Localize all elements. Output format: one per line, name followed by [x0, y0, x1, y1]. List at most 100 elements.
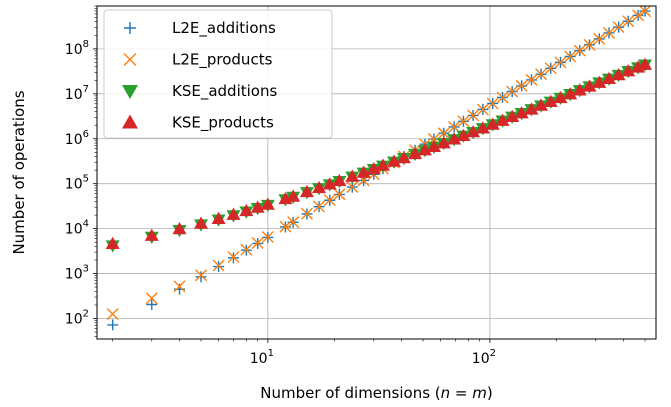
data-point — [572, 83, 587, 96]
data-point — [260, 197, 275, 210]
data-point — [212, 259, 225, 272]
x-axis-label-eq: = — [450, 384, 472, 402]
data-point — [486, 97, 499, 110]
data-point — [287, 216, 300, 229]
x-axis-label: Number of dimensions (n = m) — [260, 384, 493, 402]
data-point — [475, 121, 490, 134]
data-point — [611, 68, 626, 81]
data-point — [638, 57, 653, 70]
y-axis-label: Number of operations — [10, 90, 28, 254]
data-point — [515, 79, 528, 92]
data-point — [173, 280, 186, 293]
data-point — [554, 56, 567, 69]
data-point — [345, 169, 360, 182]
data-point — [466, 125, 481, 138]
data-point — [583, 38, 596, 51]
data-point — [106, 308, 119, 320]
data-point — [194, 216, 209, 229]
data-point — [592, 75, 607, 88]
series-KSE_products — [105, 57, 653, 250]
data-point — [195, 271, 207, 283]
data-point — [195, 269, 208, 282]
axis-ticks: 101 102 102 103 104 105 106 107 108 — [65, 5, 646, 367]
data-point — [346, 180, 359, 193]
data-point — [485, 117, 500, 130]
data-point — [286, 189, 301, 202]
data-point — [251, 236, 264, 249]
data-point — [447, 132, 462, 145]
data-point — [332, 173, 347, 187]
data-point — [105, 236, 120, 250]
data-point — [396, 150, 411, 164]
data-point — [573, 44, 586, 57]
data-point — [239, 203, 254, 217]
legend-label: L2E_additions — [172, 19, 276, 38]
data-point — [603, 26, 616, 39]
data-point — [279, 220, 292, 233]
data-point — [602, 71, 617, 85]
y-tick-label: 104 — [65, 219, 89, 238]
data-point — [417, 143, 432, 156]
data-point — [524, 102, 539, 115]
x-axis-label-prefix: Number of dimensions ( — [260, 384, 440, 402]
data-point — [564, 50, 577, 63]
legend-label: L2E_products — [172, 51, 273, 70]
data-point — [437, 127, 450, 140]
data-point — [476, 103, 489, 116]
data-point — [621, 64, 636, 77]
x-axis-label-var-n: n — [441, 384, 451, 402]
data-point — [525, 73, 538, 86]
grid — [97, 6, 656, 339]
data-point — [356, 165, 371, 178]
data-point — [553, 90, 568, 104]
data-point — [408, 146, 423, 160]
y-tick-label: 103 — [65, 264, 89, 283]
data-point — [313, 200, 326, 213]
data-point — [496, 91, 509, 104]
y-tick-label: 102 — [65, 309, 89, 328]
legend: L2E_additions L2E_products KSE_additions KS… — [103, 9, 333, 139]
data-point — [639, 5, 652, 18]
data-point — [144, 228, 159, 241]
data-point — [312, 180, 327, 194]
data-point — [145, 292, 158, 305]
y-tick-label: 108 — [65, 39, 89, 58]
data-point — [495, 113, 510, 126]
data-point — [593, 32, 606, 45]
legend-label: KSE_products — [172, 114, 274, 133]
data-point — [213, 261, 225, 273]
data-point — [514, 106, 529, 119]
data-point — [563, 87, 578, 100]
data-point — [323, 194, 336, 207]
data-point — [457, 115, 470, 128]
data-point — [299, 184, 314, 198]
data-point — [632, 9, 645, 22]
data-point — [322, 177, 337, 190]
legend-label: KSE_additions — [172, 82, 277, 101]
data-point — [366, 161, 381, 175]
data-point — [107, 319, 119, 331]
data-point — [506, 85, 519, 98]
data-point — [543, 94, 558, 108]
data-point — [146, 299, 158, 311]
data-point — [544, 62, 557, 75]
data-point — [261, 231, 274, 244]
data-point — [456, 128, 471, 141]
data-point — [582, 79, 597, 92]
data-points — [105, 5, 653, 331]
plot-frame — [96, 5, 657, 340]
legend-box — [103, 9, 333, 139]
data-point — [535, 68, 548, 81]
legend-marker — [122, 85, 138, 99]
data-point — [436, 136, 451, 149]
data-point — [375, 158, 390, 171]
y-tick-label: 107 — [65, 84, 89, 103]
data-point — [534, 98, 549, 111]
y-tick-label: 105 — [65, 174, 89, 193]
x-tick-label: 101 — [250, 348, 274, 367]
data-point — [240, 243, 253, 256]
x-axis-label-suffix: ) — [487, 384, 493, 402]
data-point — [467, 109, 480, 122]
data-point — [172, 222, 187, 235]
